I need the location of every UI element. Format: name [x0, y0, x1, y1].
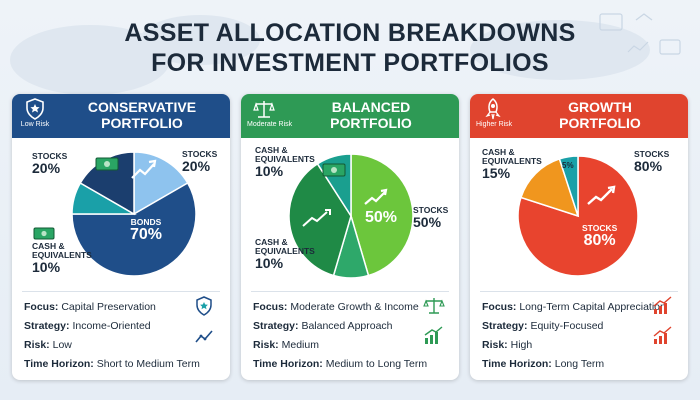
rocket-icon	[485, 98, 501, 120]
conservative-pie-chart	[71, 151, 197, 277]
card-title-line-1: BALANCED	[331, 99, 411, 115]
info-strategy: Strategy: Income-Oriented	[24, 320, 151, 332]
conservative-stocks-left-label: STOCKS 20%	[32, 151, 68, 176]
pie-slice	[350, 153, 414, 277]
growth-info-list: Focus: Long-Term Capital Appreciation St…	[482, 298, 680, 374]
scales-icon	[253, 101, 275, 118]
conservative-pie-icons	[33, 157, 157, 240]
shield-star-icon	[26, 98, 44, 120]
info-time-horizon: Time Horizon: Short to Medium Term	[24, 358, 200, 370]
balanced-cash-bottom-label: CASH & EQUIVALENTS 10%	[255, 237, 315, 271]
title-line-1: ASSET ALLOCATION BREAKDOWNS	[124, 19, 576, 47]
card-title-line-2: PORTFOLIO	[330, 115, 412, 131]
pie-slice	[71, 181, 197, 277]
growth-cash-label: CASH & EQUIVALENTS 15%	[482, 147, 542, 181]
growth-pie-area: CASH & EQUIVALENTS 15% STOCKS 80% STOCKS…	[470, 138, 688, 288]
trend-up-arrow-icon	[302, 209, 331, 227]
balanced-card-header: Moderate Risk BALANCED PORTFOLIO	[241, 94, 459, 138]
pie-slice	[288, 162, 352, 277]
growth-header-icon: Higher Risk	[476, 98, 513, 134]
info-focus: Focus: Long-Term Capital Appreciation	[482, 301, 666, 313]
pie-slice	[558, 155, 579, 217]
cash-stack-icon	[33, 227, 55, 240]
trend-up-arrow-icon	[131, 159, 157, 179]
balanced-pie-icons	[302, 163, 388, 227]
bar-chart-up-icon	[653, 326, 672, 344]
info-focus: Focus: Capital Preservation	[24, 301, 156, 313]
info-strategy: Strategy: Equity-Focused	[482, 320, 604, 332]
trend-up-arrow-icon	[364, 188, 388, 205]
growth-small-slice-label: 5%	[562, 161, 574, 170]
info-strategy: Strategy: Balanced Approach	[253, 320, 393, 332]
trend-up-arrow-icon	[587, 185, 616, 205]
line-chart-icon	[195, 330, 213, 343]
conservative-cash-label: CASH & EQUIVALENTS 10%	[32, 241, 92, 275]
conservative-bonds-label: BONDS 70%	[130, 217, 163, 243]
balanced-cash-top-label: CASH & EQUIVALENTS 10%	[255, 145, 315, 179]
growth-pie-chart	[517, 155, 639, 277]
growth-info-icons	[652, 296, 678, 372]
info-focus: Focus: Moderate Growth & Income	[253, 301, 419, 313]
balanced-info-list: Focus: Moderate Growth & Income Strategy…	[253, 298, 451, 374]
bar-chart-up-icon	[653, 296, 672, 314]
cash-icon	[322, 163, 346, 177]
info-risk: Risk: Low	[24, 339, 72, 351]
info-time-horizon: Time Horizon: Medium to Long Term	[253, 358, 428, 370]
conservative-card-header: Low Risk CONSERVATIVE PORTFOLIO	[12, 94, 230, 138]
shield-star-icon	[196, 296, 212, 316]
balanced-stocks-label: STOCKS 50%	[413, 205, 449, 230]
risk-tag: Low Risk	[20, 121, 50, 128]
growth-portfolio-card: Higher Risk GROWTH PORTFOLIO CASH & EQUI…	[470, 94, 688, 380]
balanced-header-icon: Moderate Risk	[247, 98, 293, 134]
pie-slice	[133, 151, 189, 216]
conservative-info-icons	[194, 296, 220, 372]
title-line-2: FOR INVESTMENT PORTFOLIOS	[151, 49, 549, 77]
balanced-stocks-inner-label: 50%	[365, 209, 398, 226]
conservative-stocks-right-label: STOCKS 20%	[182, 149, 218, 174]
pie-slice	[517, 155, 639, 277]
balanced-info-icons	[423, 296, 449, 372]
growth-stocks-inner-label: STOCKS 80%	[582, 223, 618, 249]
card-title-line-2: PORTFOLIO	[559, 115, 641, 131]
conservative-info-list: Focus: Capital Preservation Strategy: In…	[24, 298, 222, 374]
card-title-line-2: PORTFOLIO	[101, 115, 183, 131]
divider	[480, 291, 678, 292]
card-title: GROWTH PORTFOLIO	[518, 99, 682, 131]
card-title: CONSERVATIVE PORTFOLIO	[60, 99, 224, 131]
growth-pie-icons	[587, 185, 616, 205]
cash-icon	[95, 157, 119, 171]
card-title: BALANCED PORTFOLIO	[289, 99, 453, 131]
scales-icon	[423, 298, 445, 314]
divider	[22, 291, 220, 292]
conservative-pie-area: STOCKS 20% STOCKS 20% BONDS 70% CASH & E…	[12, 138, 230, 288]
risk-tag: Moderate Risk	[247, 121, 293, 128]
info-risk: Risk: Medium	[253, 339, 319, 351]
growth-stocks-label: STOCKS 80%	[634, 149, 670, 174]
balanced-portfolio-card: Moderate Risk BALANCED PORTFOLIO CASH &	[241, 94, 459, 380]
balanced-pie-area: CASH & EQUIVALENTS 10% STOCKS 50% 50% CA…	[241, 138, 459, 288]
growth-card-header: Higher Risk GROWTH PORTFOLIO	[470, 94, 688, 138]
divider	[251, 291, 449, 292]
card-title-line-1: CONSERVATIVE	[87, 99, 197, 115]
conservative-portfolio-card: Low Risk CONSERVATIVE PORTFOLIO STOCKS	[12, 94, 230, 380]
conservative-header-icon: Low Risk	[18, 98, 52, 134]
bar-chart-up-icon	[424, 326, 443, 344]
page-title: ASSET ALLOCATION BREAKDOWNS FOR INVESTME…	[0, 18, 700, 78]
info-risk: Risk: High	[482, 339, 533, 351]
info-time-horizon: Time Horizon: Long Term	[482, 358, 605, 370]
risk-tag: Higher Risk	[476, 121, 513, 128]
card-title-line-1: GROWTH	[568, 99, 632, 115]
